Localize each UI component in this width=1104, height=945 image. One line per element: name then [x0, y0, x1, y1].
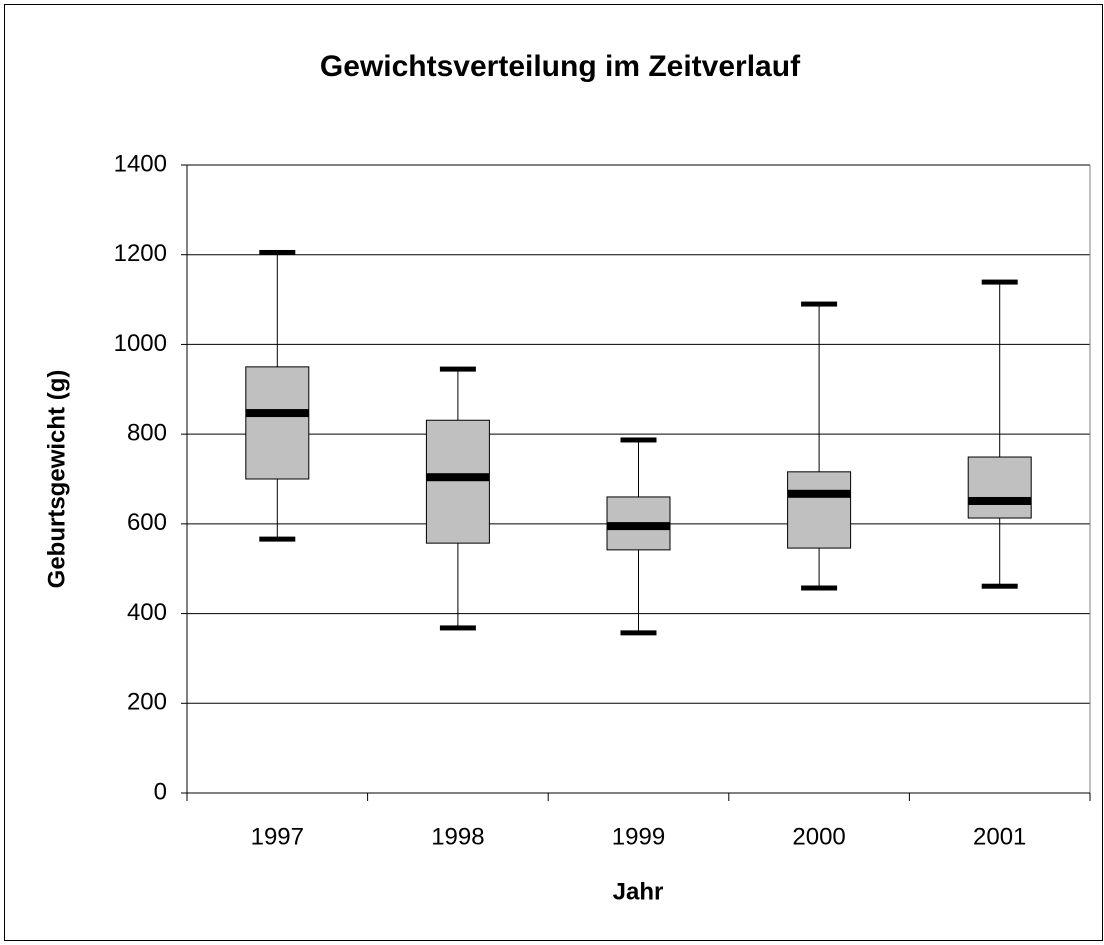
- box: [245, 366, 310, 480]
- x-axis-title: Jahr: [613, 878, 664, 905]
- y-tick-label: 600: [127, 509, 167, 536]
- y-axis-title: Geburtsgewicht (g): [43, 370, 70, 589]
- y-tick-label: 400: [127, 599, 167, 626]
- y-tick-label: 0: [154, 778, 167, 805]
- median: [245, 409, 309, 418]
- x-tick-label: 1998: [431, 823, 484, 850]
- y-tick-label: 1000: [114, 330, 167, 357]
- x-tick-label: 1997: [251, 823, 304, 850]
- whisker-cap: [801, 301, 838, 307]
- whisker-cap: [259, 536, 296, 542]
- x-tick-label: 2001: [973, 823, 1026, 850]
- whisker-cap: [259, 249, 296, 255]
- whisker-cap: [439, 625, 476, 631]
- whisker-cap: [620, 437, 657, 443]
- box: [967, 456, 1032, 519]
- chart-title: Gewichtsverteilung im Zeitverlauf: [320, 50, 801, 83]
- y-tick-label: 200: [127, 689, 167, 716]
- median: [787, 489, 851, 498]
- median: [426, 473, 490, 482]
- x-tick-label: 2000: [792, 823, 845, 850]
- box: [425, 419, 490, 544]
- x-tick-label: 1999: [612, 823, 665, 850]
- whisker-cap: [439, 366, 476, 372]
- whisker-cap: [801, 585, 838, 591]
- whisker-cap: [981, 583, 1018, 589]
- median: [607, 522, 670, 531]
- median: [968, 496, 1032, 505]
- y-tick-label: 1400: [114, 150, 167, 177]
- box: [787, 471, 852, 549]
- whisker-cap: [620, 630, 657, 636]
- y-tick-label: 1200: [114, 240, 167, 267]
- whisker-cap: [981, 279, 1018, 285]
- y-tick-label: 800: [127, 419, 167, 446]
